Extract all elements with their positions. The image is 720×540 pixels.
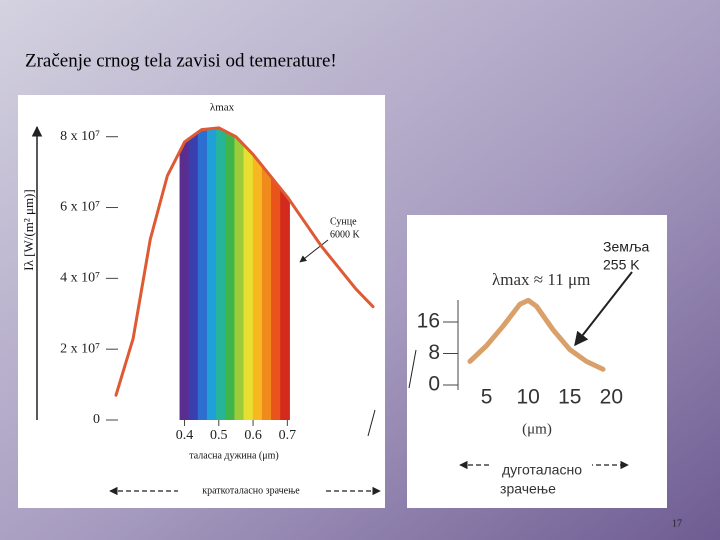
y-tick-label: 16 bbox=[417, 310, 440, 333]
pointer bbox=[299, 239, 329, 263]
x-axis-label: (μm) bbox=[522, 421, 552, 437]
spectrum-stripe bbox=[234, 127, 245, 420]
annotation: зрачење bbox=[500, 481, 556, 497]
charts: 0 2 x 10⁷ 4 x 10⁷ 6 x 10⁷ 8 x 10⁷ 0.4 0.5 0.6 0.… bbox=[21, 102, 650, 499]
x-tick-label: 5 bbox=[481, 386, 493, 409]
x-tick-label: 15 bbox=[558, 386, 581, 409]
axis-break bbox=[367, 409, 376, 437]
y-tick-label: 8 bbox=[428, 341, 440, 364]
annotation: 6000 K bbox=[330, 229, 361, 240]
annotation: Сунце bbox=[330, 216, 357, 227]
y-tick-label: 2 x 10⁷ bbox=[60, 341, 100, 356]
y-tick-label: 4 x 10⁷ bbox=[60, 271, 100, 286]
spectrum-stripe bbox=[252, 127, 263, 420]
label-bg bbox=[492, 456, 592, 498]
spectrum-stripe bbox=[206, 127, 217, 420]
spectrum-stripe bbox=[271, 127, 281, 420]
slide-title: Zračenje crnog tela zavisi od temerature… bbox=[25, 50, 337, 71]
y-axis-label: Iλ [W/(m² μm)] bbox=[21, 189, 36, 270]
spectrum-stripe bbox=[280, 127, 290, 420]
curve bbox=[114, 126, 375, 397]
annotation: 255 K bbox=[603, 257, 640, 273]
curve bbox=[467, 297, 606, 372]
y-tick-label: 6 x 10⁷ bbox=[60, 200, 100, 215]
y-tick-label: 0 bbox=[428, 373, 440, 396]
annotation: Земља bbox=[603, 239, 650, 255]
spectrum-stripe bbox=[188, 127, 199, 420]
annotation: краткоталасно зрачење bbox=[202, 485, 300, 496]
spectrum-stripe bbox=[216, 127, 226, 420]
y-tick-label: 0 bbox=[93, 412, 100, 427]
spectrum bbox=[179, 127, 290, 420]
x-axis-label: таласна дужина (μm) bbox=[189, 450, 278, 461]
x-tick-label: 0.7 bbox=[279, 428, 297, 443]
y-tick-label: 8 x 10⁷ bbox=[60, 129, 100, 144]
spectrum-stripe bbox=[243, 127, 254, 420]
x-tick-label: 0.5 bbox=[210, 428, 228, 443]
spectrum-stripe bbox=[179, 127, 190, 420]
annotation: λmax bbox=[210, 102, 235, 114]
spectrum-stripe bbox=[197, 127, 208, 420]
x-tick-label: 0.4 bbox=[176, 428, 194, 443]
spectrum-stripe bbox=[261, 127, 272, 420]
axis-break bbox=[408, 349, 417, 389]
label-bg bbox=[178, 483, 324, 499]
pointer bbox=[574, 271, 633, 347]
x-tick-label: 10 bbox=[517, 386, 540, 409]
x-tick-label: 0.6 bbox=[244, 428, 262, 443]
page-number: 17 bbox=[672, 518, 682, 529]
spectrum-stripe bbox=[225, 127, 236, 420]
annotation: дуготаласно bbox=[502, 462, 582, 478]
x-tick-label: 20 bbox=[600, 386, 623, 409]
annotation: λmax ≈ 11 μm bbox=[492, 270, 590, 289]
